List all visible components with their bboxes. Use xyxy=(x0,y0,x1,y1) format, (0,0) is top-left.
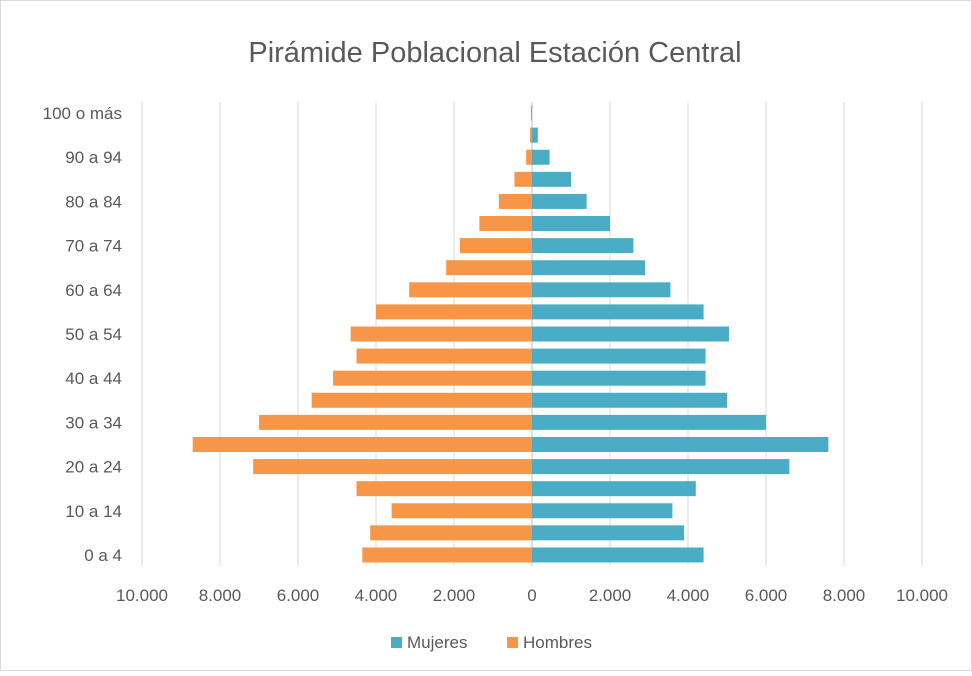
y-axis-labels: 0 a 4 10 a 14 20 a 24 30 a 34 40 a 44 50 a 54… xyxy=(43,104,122,565)
bar-hombres xyxy=(376,304,532,320)
bar-mujeres xyxy=(532,459,790,475)
bar-mujeres xyxy=(532,525,685,541)
bar-mujeres xyxy=(532,171,571,187)
bar-mujeres xyxy=(532,238,634,254)
bar-hombres xyxy=(356,348,532,364)
bar-hombres xyxy=(530,127,532,143)
bar-hombres xyxy=(526,149,532,165)
bars xyxy=(192,105,829,563)
y-tick-label: 20 a 24 xyxy=(65,458,122,477)
x-tick-label: 10.000 xyxy=(116,586,168,605)
x-tick-label: 8.000 xyxy=(199,586,242,605)
bar-hombres xyxy=(409,282,532,298)
bar-hombres xyxy=(530,105,532,121)
bar-hombres xyxy=(311,392,532,408)
x-tick-label: 4.000 xyxy=(355,586,398,605)
x-axis-labels: 10.000 8.000 6.000 4.000 2.000 0 2.000 4.000 6.0… xyxy=(116,586,948,605)
bar-mujeres xyxy=(532,348,706,364)
y-tick-label: 30 a 34 xyxy=(65,413,122,432)
bar-hombres xyxy=(356,481,532,497)
bar-mujeres xyxy=(532,503,673,519)
y-tick-label: 10 a 14 xyxy=(65,502,122,521)
bar-hombres xyxy=(333,370,532,386)
y-tick-label: 40 a 44 xyxy=(65,369,122,388)
bar-hombres xyxy=(192,436,532,452)
bar-hombres xyxy=(350,326,532,342)
bar-mujeres xyxy=(532,414,766,430)
legend-label-mujeres: Mujeres xyxy=(407,633,467,652)
bar-hombres xyxy=(391,503,532,519)
bar-mujeres xyxy=(532,260,646,276)
legend-swatch-mujeres xyxy=(391,637,402,648)
bar-hombres xyxy=(498,193,532,209)
bar-hombres xyxy=(446,260,532,276)
bar-hombres xyxy=(362,547,532,563)
bar-mujeres xyxy=(532,326,729,342)
bar-mujeres xyxy=(532,370,706,386)
bar-mujeres xyxy=(532,282,671,298)
y-tick-label: 80 a 84 xyxy=(65,192,122,211)
bar-mujeres xyxy=(532,127,538,143)
x-tick-label: 4.000 xyxy=(667,586,710,605)
y-tick-label: 60 a 64 xyxy=(65,281,122,300)
chart-title: Pirámide Poblacional Estación Central xyxy=(248,37,741,69)
x-tick-label: 2.000 xyxy=(589,586,632,605)
y-tick-label: 100 o más xyxy=(43,104,122,123)
legend-swatch-hombres xyxy=(507,637,518,648)
x-tick-label: 0 xyxy=(527,586,536,605)
x-tick-label: 8.000 xyxy=(823,586,866,605)
bar-mujeres xyxy=(532,149,550,165)
bar-hombres xyxy=(514,171,532,187)
bar-hombres xyxy=(370,525,532,541)
bar-mujeres xyxy=(532,216,610,232)
x-tick-label: 6.000 xyxy=(745,586,788,605)
bar-mujeres xyxy=(532,547,704,563)
y-tick-label: 0 a 4 xyxy=(84,546,122,565)
bar-mujeres xyxy=(532,392,727,408)
bar-hombres xyxy=(259,414,532,430)
y-tick-label: 50 a 54 xyxy=(65,325,122,344)
y-tick-label: 70 a 74 xyxy=(65,237,122,256)
x-tick-label: 2.000 xyxy=(433,586,476,605)
legend: Mujeres Hombres xyxy=(391,633,592,652)
x-tick-label: 10.000 xyxy=(896,586,948,605)
bar-hombres xyxy=(459,238,532,254)
bar-mujeres xyxy=(532,304,704,320)
legend-label-hombres: Hombres xyxy=(523,633,592,652)
bar-mujeres xyxy=(532,193,587,209)
bar-hombres xyxy=(479,216,532,232)
bar-mujeres xyxy=(532,481,696,497)
y-tick-label: 90 a 94 xyxy=(65,148,122,167)
bar-mujeres xyxy=(532,436,829,452)
bar-hombres xyxy=(253,459,532,475)
x-tick-label: 6.000 xyxy=(277,586,320,605)
